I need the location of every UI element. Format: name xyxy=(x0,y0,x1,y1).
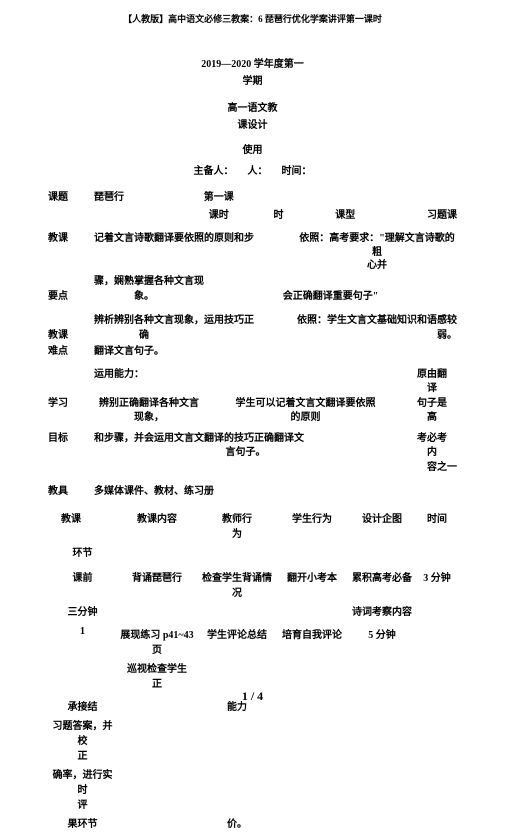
year-line2: 学期 xyxy=(48,72,457,87)
table-row: 1 展现练习 p41~43 页 巡视检查学生 正 学生评论总结 培育自我评论 5… xyxy=(48,624,457,692)
r1c2: 背诵琵琶行 xyxy=(117,567,197,601)
yd-left2: 象。 xyxy=(94,290,194,304)
r2c2a: 展现练习 p41~43 xyxy=(120,626,193,641)
xx-right1: 句子是 xyxy=(417,397,447,411)
col-student: 学生行为 xyxy=(277,508,347,542)
xuexi-label: 学习 xyxy=(48,397,94,411)
jk2-sub: 确 xyxy=(94,329,194,343)
mb-left1: 和步骤，并会运用文言文翻译的技巧正确翻译文 xyxy=(94,432,304,446)
r1c1b: 三分钟 xyxy=(48,601,117,620)
jk-right-a: 依照：高考要求："理解文言诗歌的粗 xyxy=(297,232,457,259)
year-line1: 2019—2020 学年度第一 xyxy=(48,55,457,70)
kexing-label: 课型 xyxy=(335,209,375,223)
col-teacher1: 教师行 xyxy=(222,510,252,525)
r1c1a: 课前 xyxy=(73,569,93,584)
keshi-top: 第一课 xyxy=(204,191,234,205)
r1c6: 3 分钟 xyxy=(417,567,457,601)
r2c3b: 正 xyxy=(152,675,162,690)
col-jk: 教课 xyxy=(61,510,81,525)
col-intent: 设计企图 xyxy=(347,508,417,542)
r2c3a: 巡视检查学生 xyxy=(127,660,187,675)
table-row: 课前 背诵琵琶行 检查学生背诵情 况 翻开小考本 累积高考必备 3 分钟 xyxy=(48,567,457,601)
kexing-val: 习题课 xyxy=(407,209,457,223)
r3c2a: 习题答案，并校 xyxy=(50,717,115,747)
col-content: 教课内容 xyxy=(117,508,197,542)
mb-right2: 内 xyxy=(427,446,437,460)
jiaoke-label: 教课 xyxy=(48,232,94,246)
jk2-right1: 依照：学生文言文基础知识和语感较 xyxy=(297,314,457,328)
r1c5a: 累积高考必备 xyxy=(352,569,412,584)
r2c6: 5 分钟 xyxy=(347,624,417,692)
use-line: 使用 xyxy=(48,141,457,156)
ability-r1: 原由翻 xyxy=(417,368,447,382)
host-label: 主备人： xyxy=(194,162,234,177)
jiaoju-val: 多媒体课件、教材、练习册 xyxy=(94,485,457,499)
ability-r2: 译 xyxy=(427,382,437,396)
r3c3c: 价。 xyxy=(197,813,277,832)
xx-mid2: 的原则 xyxy=(291,411,321,425)
r1c5b: 诗词考察内容 xyxy=(347,601,417,620)
r2c5: 培育自我评论 xyxy=(277,624,347,692)
doc-header: 【人教版】高中语文必修三教案：6 琵琶行优化学案讲评第一课时 xyxy=(48,12,457,25)
jk-left: 记着文言诗歌翻译要依照的原则和步 xyxy=(94,232,287,273)
nandian-label: 难点 xyxy=(48,345,94,359)
time-label: 时间： xyxy=(282,162,312,177)
r3c3a: 确率，进行实时 xyxy=(50,766,115,796)
mb-left2: 言句子。 xyxy=(226,446,266,460)
jk-right-b: 心并 xyxy=(367,259,387,273)
lesson-table: 教课 教课内容 教师行 为 学生行为 设计企图 时间 环节 课前 背诵琵琶行 检… xyxy=(48,508,457,832)
person-label: 人： xyxy=(248,162,268,177)
jiaoke-label2: 教课 xyxy=(48,329,94,343)
jk2-left: 辨析辨别各种文言现象，运用技巧正 xyxy=(94,314,287,328)
keshi-val: 时 xyxy=(274,209,304,223)
yaodian-label: 要点 xyxy=(48,290,94,304)
col-time: 时间 xyxy=(417,508,457,542)
subject-line2: 课设计 xyxy=(48,116,457,131)
jiaoju-label: 教具 xyxy=(48,485,94,499)
keti-label: 课题 xyxy=(48,191,94,205)
mb-right1: 考必考 xyxy=(417,432,447,446)
mubiao-label: 目标 xyxy=(48,432,94,446)
table-row: 果环节 价。 xyxy=(48,813,457,832)
subject-line1: 高一语文教 xyxy=(48,99,457,114)
r1c3b: 况 xyxy=(232,584,242,599)
r2c2b: 页 xyxy=(152,641,162,656)
r2c1: 1 xyxy=(48,624,117,692)
jk2-right2: 弱。 xyxy=(204,329,457,343)
r3c1b: 果环节 xyxy=(48,813,117,832)
xx-mid1: 学生可以记着文言文翻译要依照 xyxy=(236,397,376,411)
xx-left1: 辨别正确翻译各种文言 xyxy=(99,397,199,411)
r1c4: 翻开小考本 xyxy=(277,567,347,601)
yd-left1: 骤，娴熟掌握各种文言现 xyxy=(94,275,457,289)
nandian-val: 翻译文言句子。 xyxy=(94,345,457,359)
col-jk2: 环节 xyxy=(48,542,117,561)
yd-right: 会正确翻译重要句子" xyxy=(204,290,457,304)
keti-value: 琵琶行 xyxy=(94,191,164,205)
r3c3b: 评 xyxy=(78,796,88,811)
page-number: 1 / 4 xyxy=(0,689,505,704)
r3c2b: 正 xyxy=(78,747,88,762)
xx-right2: 高 xyxy=(427,411,437,425)
mb-tail: 容之一 xyxy=(94,461,457,475)
r2c4: 学生评论总结 xyxy=(197,624,277,692)
keshi-label: 课时 xyxy=(209,209,229,223)
ability-label: 运用能力： xyxy=(94,368,144,395)
table-row: 三分钟 诗词考察内容 xyxy=(48,601,457,620)
r1c3a: 检查学生背诵情 xyxy=(202,569,272,584)
col-teacher2: 为 xyxy=(232,525,242,540)
xx-left2: 现象， xyxy=(134,411,164,425)
